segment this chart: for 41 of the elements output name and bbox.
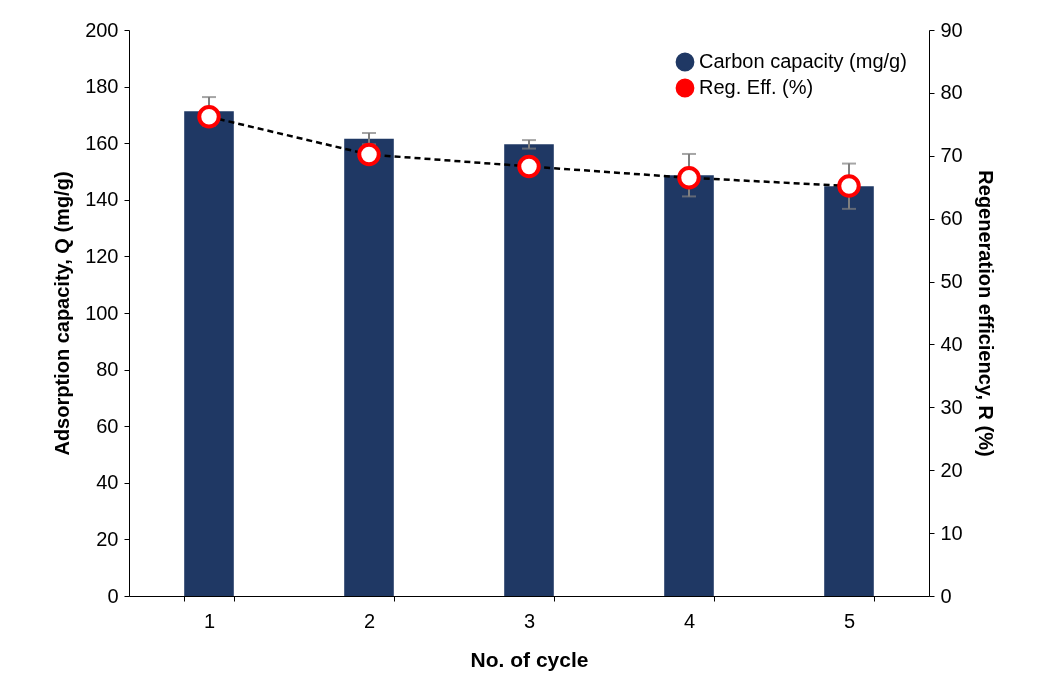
legend-label: Reg. Eff. (%)	[699, 76, 814, 98]
point	[517, 154, 541, 179]
x-tick-label: 3	[523, 609, 536, 632]
y-tick-label: 120	[85, 244, 119, 267]
y2-tick-label: 80	[940, 81, 963, 104]
y-tick-label: 160	[85, 131, 119, 154]
x-tick-label: 5	[843, 609, 856, 632]
y2-tick-label: 0	[940, 584, 952, 607]
y2-tick-label: 50	[940, 270, 963, 293]
y2-tick-label: 10	[940, 521, 963, 544]
bar	[344, 138, 394, 596]
bar	[184, 111, 234, 596]
y-axis-title: Adsorption capacity, Q (mg/g)	[51, 171, 74, 456]
y2-tick-label: 40	[940, 332, 963, 355]
x-axis-title: No. of cycle	[470, 647, 589, 671]
bar	[824, 186, 874, 596]
legend-label: Carbon capacity (mg/g)	[699, 50, 907, 72]
bar	[504, 144, 554, 596]
y-tick-label: 80	[96, 358, 119, 381]
y2-axis-title: Regeneration efficiency, R (%)	[974, 170, 997, 457]
y-tick-label: 180	[85, 75, 119, 98]
bar	[664, 175, 714, 596]
y2-tick-label: 70	[940, 144, 963, 167]
y-tick-label: 200	[85, 18, 119, 41]
y-tick-label: 100	[85, 301, 119, 324]
x-tick-label: 4	[683, 609, 696, 632]
point	[197, 105, 221, 129]
y2-tick-label: 30	[940, 395, 963, 418]
y2-tick-label: 90	[940, 18, 963, 41]
point	[837, 174, 861, 198]
point	[357, 142, 381, 167]
y2-tick-label: 20	[940, 458, 963, 481]
y2-tick-label: 60	[940, 207, 963, 230]
y-tick-label: 0	[107, 584, 119, 607]
y-tick-label: 60	[96, 414, 119, 437]
point	[677, 166, 701, 190]
x-tick-label: 1	[203, 609, 216, 632]
x-tick-label: 2	[363, 609, 376, 632]
y-tick-label: 40	[96, 471, 119, 494]
y-tick-label: 20	[96, 527, 119, 550]
y-tick-label: 140	[85, 188, 119, 211]
